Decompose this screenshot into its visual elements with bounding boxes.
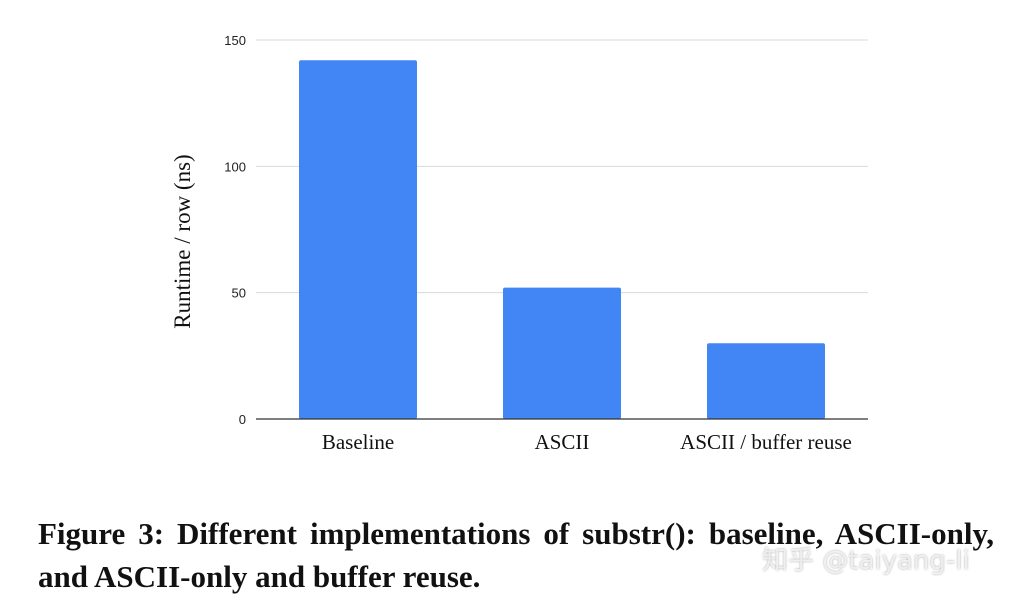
x-category-label: ASCII	[535, 430, 590, 454]
bar	[299, 60, 417, 420]
y-axis-title: Runtime / row (ns)	[170, 154, 195, 328]
x-category-label: ASCII / buffer reuse	[680, 430, 852, 454]
y-tick-label: 0	[239, 412, 246, 427]
labels: 0 50 100 150 Baseline ASCII ASCII / buffer reu…	[224, 33, 852, 454]
watermark: 知乎 @taiyang-li	[762, 546, 970, 576]
bars	[299, 60, 825, 420]
x-category-label: Baseline	[322, 430, 394, 454]
y-tick-label: 150	[224, 33, 246, 48]
figure-caption: Figure 3: Different implementations of s…	[38, 516, 994, 594]
y-tick-label: 100	[224, 159, 246, 174]
bar	[503, 287, 621, 419]
y-tick-label: 50	[232, 286, 246, 301]
bar	[707, 343, 825, 419]
bar-chart: 0 50 100 150 Baseline ASCII ASCII / buffer reu…	[170, 33, 868, 454]
